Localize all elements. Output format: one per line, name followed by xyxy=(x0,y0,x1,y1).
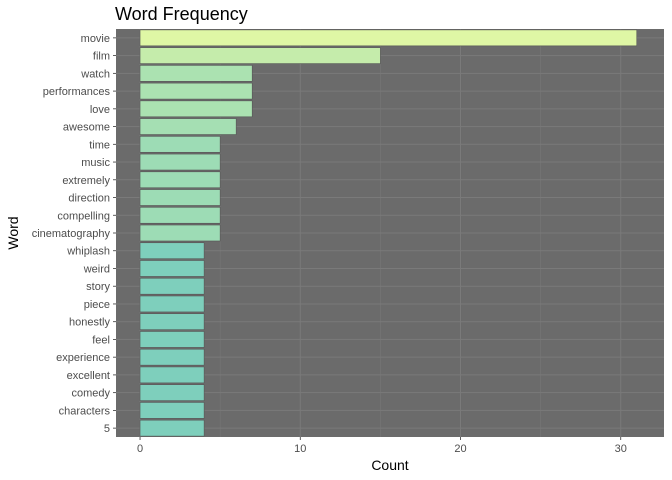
x-tick-label: 10 xyxy=(294,443,306,455)
bar-awesome xyxy=(139,118,237,135)
bar-whiplash xyxy=(139,242,205,260)
y-tick-label: honestly xyxy=(69,317,110,329)
bar-excellent xyxy=(139,366,205,384)
y-tick-label: music xyxy=(81,157,110,169)
bar-love xyxy=(139,100,253,118)
x-tick-label: 20 xyxy=(454,443,466,455)
y-tick-label: whiplash xyxy=(66,246,110,258)
y-axis-title: Word xyxy=(5,216,21,249)
x-axis-title: Count xyxy=(371,457,408,473)
y-tick-label: story xyxy=(86,281,110,293)
y-tick-label: compelling xyxy=(57,210,110,222)
x-tick-label: 30 xyxy=(615,443,627,455)
y-tick-label: piece xyxy=(84,299,110,311)
bar-performances xyxy=(139,82,253,100)
bar-direction xyxy=(139,189,221,206)
y-tick-label: awesome xyxy=(63,122,110,134)
bar-piece xyxy=(139,295,205,313)
bar-weird xyxy=(139,260,205,277)
x-tick-labels: 0 10 20 30 xyxy=(137,437,627,455)
y-tick-label: feel xyxy=(92,334,110,346)
bar-experience xyxy=(139,348,205,366)
bar-music xyxy=(139,153,221,171)
bar-honestly xyxy=(139,313,205,330)
y-tick-label: love xyxy=(90,104,110,116)
bar-film xyxy=(139,47,381,64)
y-tick-label: movie xyxy=(81,33,110,45)
y-tick-label: watch xyxy=(80,68,110,80)
y-tick-label: weird xyxy=(83,263,110,275)
bar-watch xyxy=(139,65,253,82)
y-tick-label: performances xyxy=(43,86,111,98)
y-tick-label: comedy xyxy=(71,388,110,400)
y-tick-label: 5 xyxy=(104,423,110,435)
bar-cinematography xyxy=(139,224,221,242)
y-tick-label: cinematography xyxy=(32,228,111,240)
bar-compelling xyxy=(139,206,221,224)
bar-movie xyxy=(139,29,638,47)
y-tick-label: film xyxy=(93,51,110,63)
bar-5 xyxy=(139,419,205,437)
chart-title: Word Frequency xyxy=(115,4,248,24)
bar-characters xyxy=(139,402,205,419)
y-tick-label: characters xyxy=(59,405,111,417)
bar-extremely xyxy=(139,171,221,189)
bar-comedy xyxy=(139,384,205,401)
y-tick-label: direction xyxy=(68,193,110,205)
y-tick-label: experience xyxy=(56,352,110,364)
y-tick-labels: movie film watch performances love awesome tim… xyxy=(32,33,116,435)
y-tick-label: excellent xyxy=(67,370,110,382)
y-tick-label: extremely xyxy=(62,175,110,187)
bars xyxy=(139,29,638,437)
bar-story xyxy=(139,277,205,295)
y-tick-label: time xyxy=(89,139,110,151)
x-tick-label: 0 xyxy=(137,443,143,455)
bar-feel xyxy=(139,331,205,348)
bar-time xyxy=(139,136,221,153)
